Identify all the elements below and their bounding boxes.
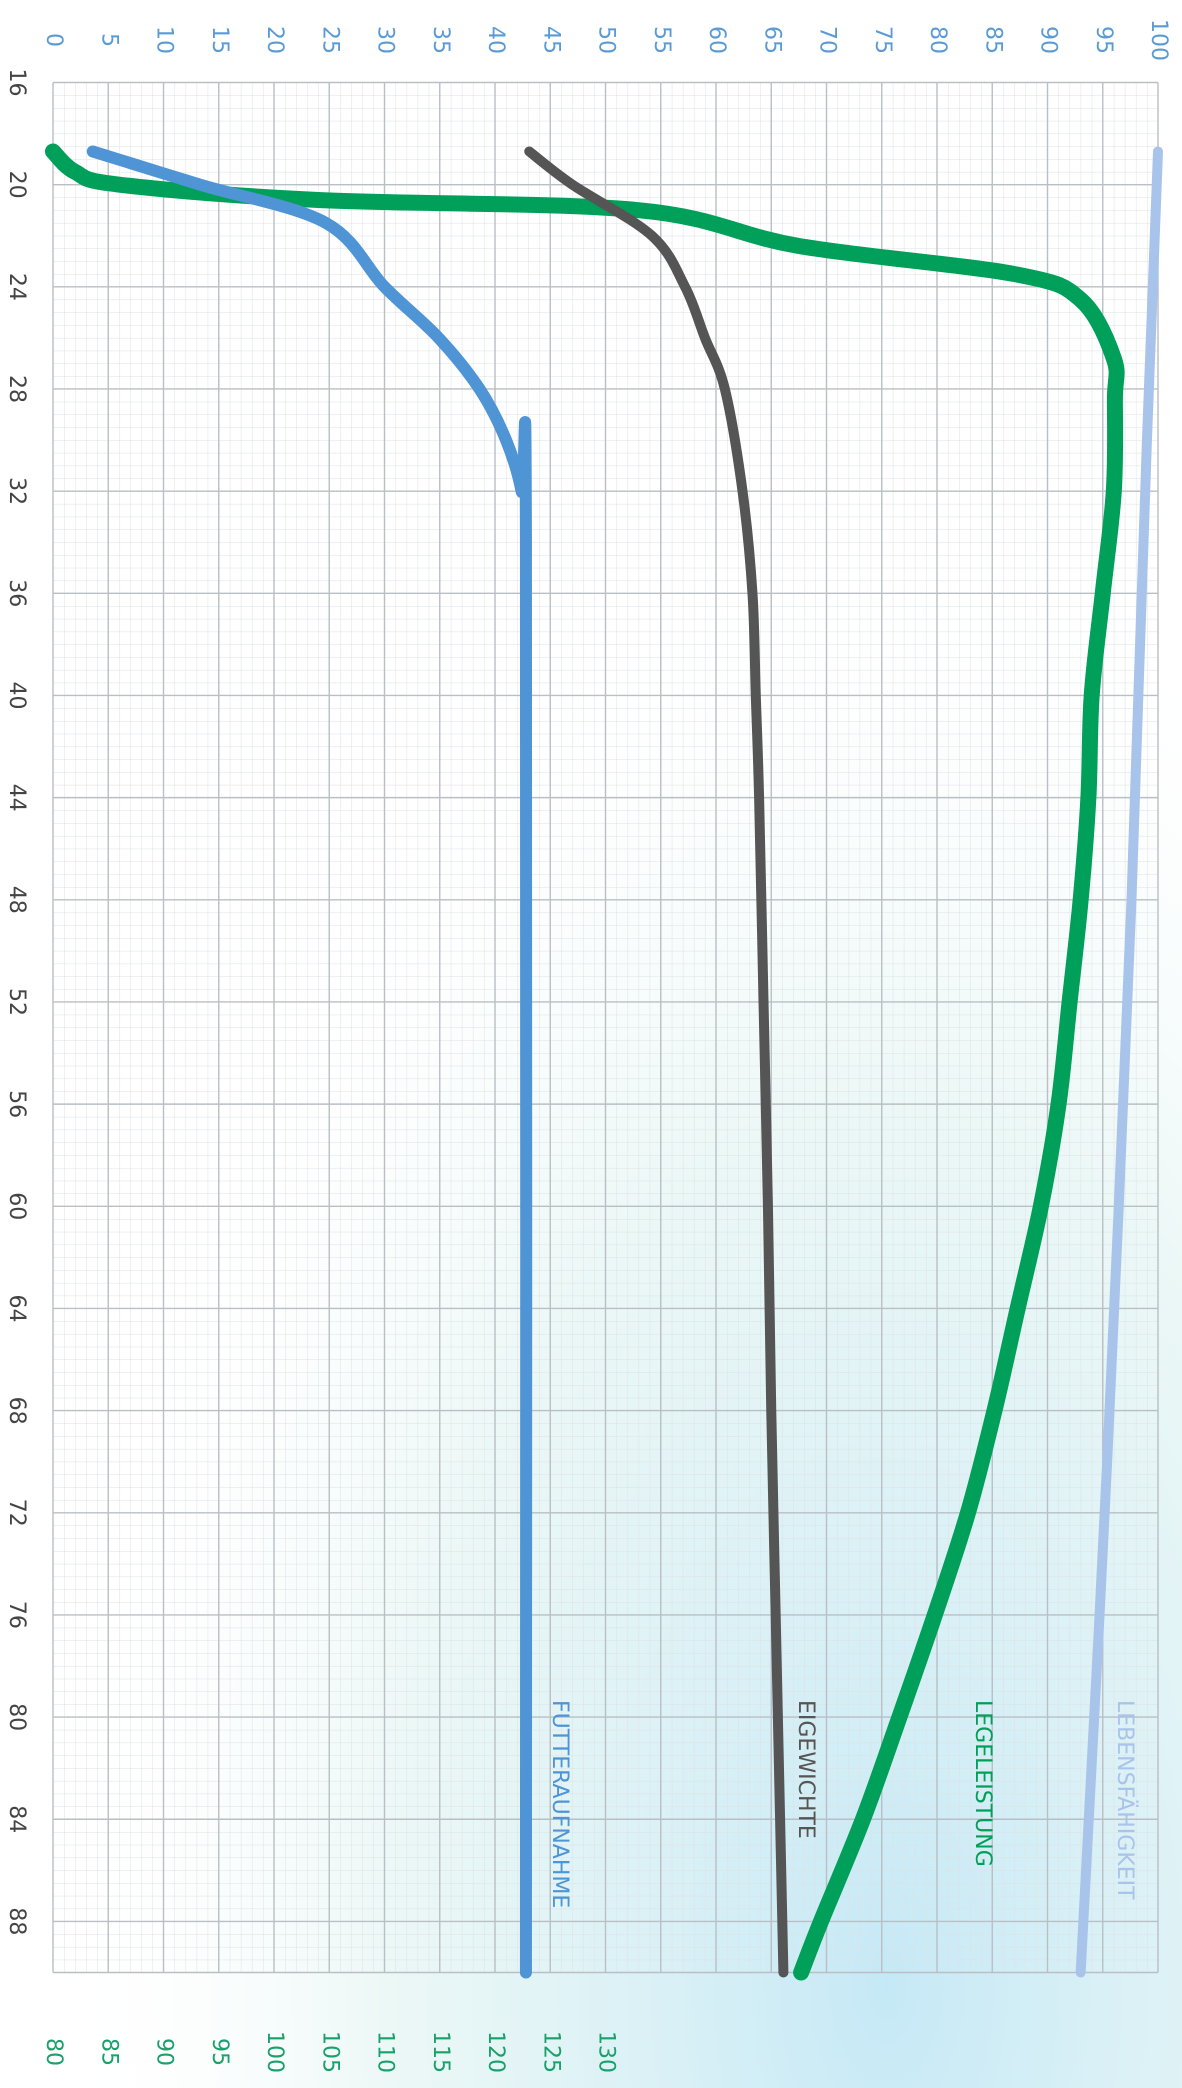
y-tick-label: 40 bbox=[483, 26, 508, 54]
y2-tick-label: 80 bbox=[41, 2038, 66, 2066]
x-tick-label: 56 bbox=[4, 1090, 29, 1118]
x-tick-label: 16 bbox=[4, 69, 29, 97]
y-tick-label: 45 bbox=[538, 26, 563, 54]
y-tick-label: 60 bbox=[704, 26, 729, 54]
series-label: LEBENSFÄHIGKEIT bbox=[1112, 1700, 1138, 1900]
y-tick-label: 15 bbox=[207, 26, 232, 54]
y-tick-label: 95 bbox=[1091, 26, 1116, 54]
y2-tick-label: 125 bbox=[538, 2031, 563, 2073]
y-tick-label: 50 bbox=[594, 26, 619, 54]
y-tick-label: 30 bbox=[373, 26, 398, 54]
y-tick-label: 5 bbox=[96, 33, 121, 47]
x-tick-label: 40 bbox=[4, 681, 29, 709]
y-tick-label: 80 bbox=[925, 26, 950, 54]
series-label: FUTTERAUFNAHME bbox=[547, 1700, 572, 1908]
series-label: LEGELEISTUNG bbox=[970, 1700, 995, 1867]
x-tick-label: 32 bbox=[4, 477, 29, 505]
y2-tick-label: 85 bbox=[96, 2038, 121, 2066]
y-tick-label: 75 bbox=[870, 26, 895, 54]
x-tick-label: 20 bbox=[4, 171, 29, 199]
x-tick-label: 64 bbox=[4, 1294, 29, 1322]
x-tick-label: 76 bbox=[4, 1601, 29, 1629]
x-tick-label: 88 bbox=[4, 1907, 29, 1935]
y-tick-label: 65 bbox=[759, 26, 784, 54]
y2-tick-label: 115 bbox=[428, 2031, 453, 2073]
y2-tick-label: 110 bbox=[373, 2031, 398, 2073]
chart: 16 20 24 28 32 36 40 44 48 52 56 60 64 68 72 76 80 84 88 0 5… bbox=[0, 0, 1182, 2088]
y-tick-label: 20 bbox=[262, 26, 287, 54]
y-tick-label: 10 bbox=[152, 26, 177, 54]
y-tick-label: 100 bbox=[1146, 19, 1171, 61]
y2-tick-label: 120 bbox=[483, 2031, 508, 2073]
y2-tick-label: 100 bbox=[262, 2031, 287, 2073]
y2-tick-label: 90 bbox=[152, 2038, 177, 2066]
x-tick-label: 28 bbox=[4, 375, 29, 403]
y-tick-label: 85 bbox=[980, 26, 1005, 54]
x-tick-label: 24 bbox=[4, 273, 29, 301]
x-tick-label: 80 bbox=[4, 1703, 29, 1731]
page: {"chart_data": { "type": "line", "orient… bbox=[0, 0, 1182, 2088]
grid bbox=[53, 83, 1158, 1973]
x-tick-label: 68 bbox=[4, 1397, 29, 1425]
y-tick-label: 55 bbox=[649, 26, 674, 54]
x-tick-label: 60 bbox=[4, 1192, 29, 1220]
y-tick-label: 90 bbox=[1036, 26, 1061, 54]
x-tick-label: 52 bbox=[4, 988, 29, 1016]
x-tick-label: 48 bbox=[4, 886, 29, 914]
y-tick-label: 35 bbox=[428, 26, 453, 54]
x-tick-label: 44 bbox=[4, 784, 29, 812]
y2-tick-label: 130 bbox=[594, 2031, 619, 2073]
y-tick-label: 25 bbox=[317, 26, 342, 54]
x-tick-label: 84 bbox=[4, 1805, 29, 1833]
y-tick-label: 70 bbox=[815, 26, 840, 54]
series-label: EIGEWICHTE bbox=[793, 1700, 818, 1839]
x-tick-label: 72 bbox=[4, 1499, 29, 1527]
y2-tick-label: 105 bbox=[317, 2031, 342, 2073]
y-tick-label: 0 bbox=[41, 33, 66, 47]
x-tick-label: 36 bbox=[4, 579, 29, 607]
y2-tick-label: 95 bbox=[207, 2038, 232, 2066]
